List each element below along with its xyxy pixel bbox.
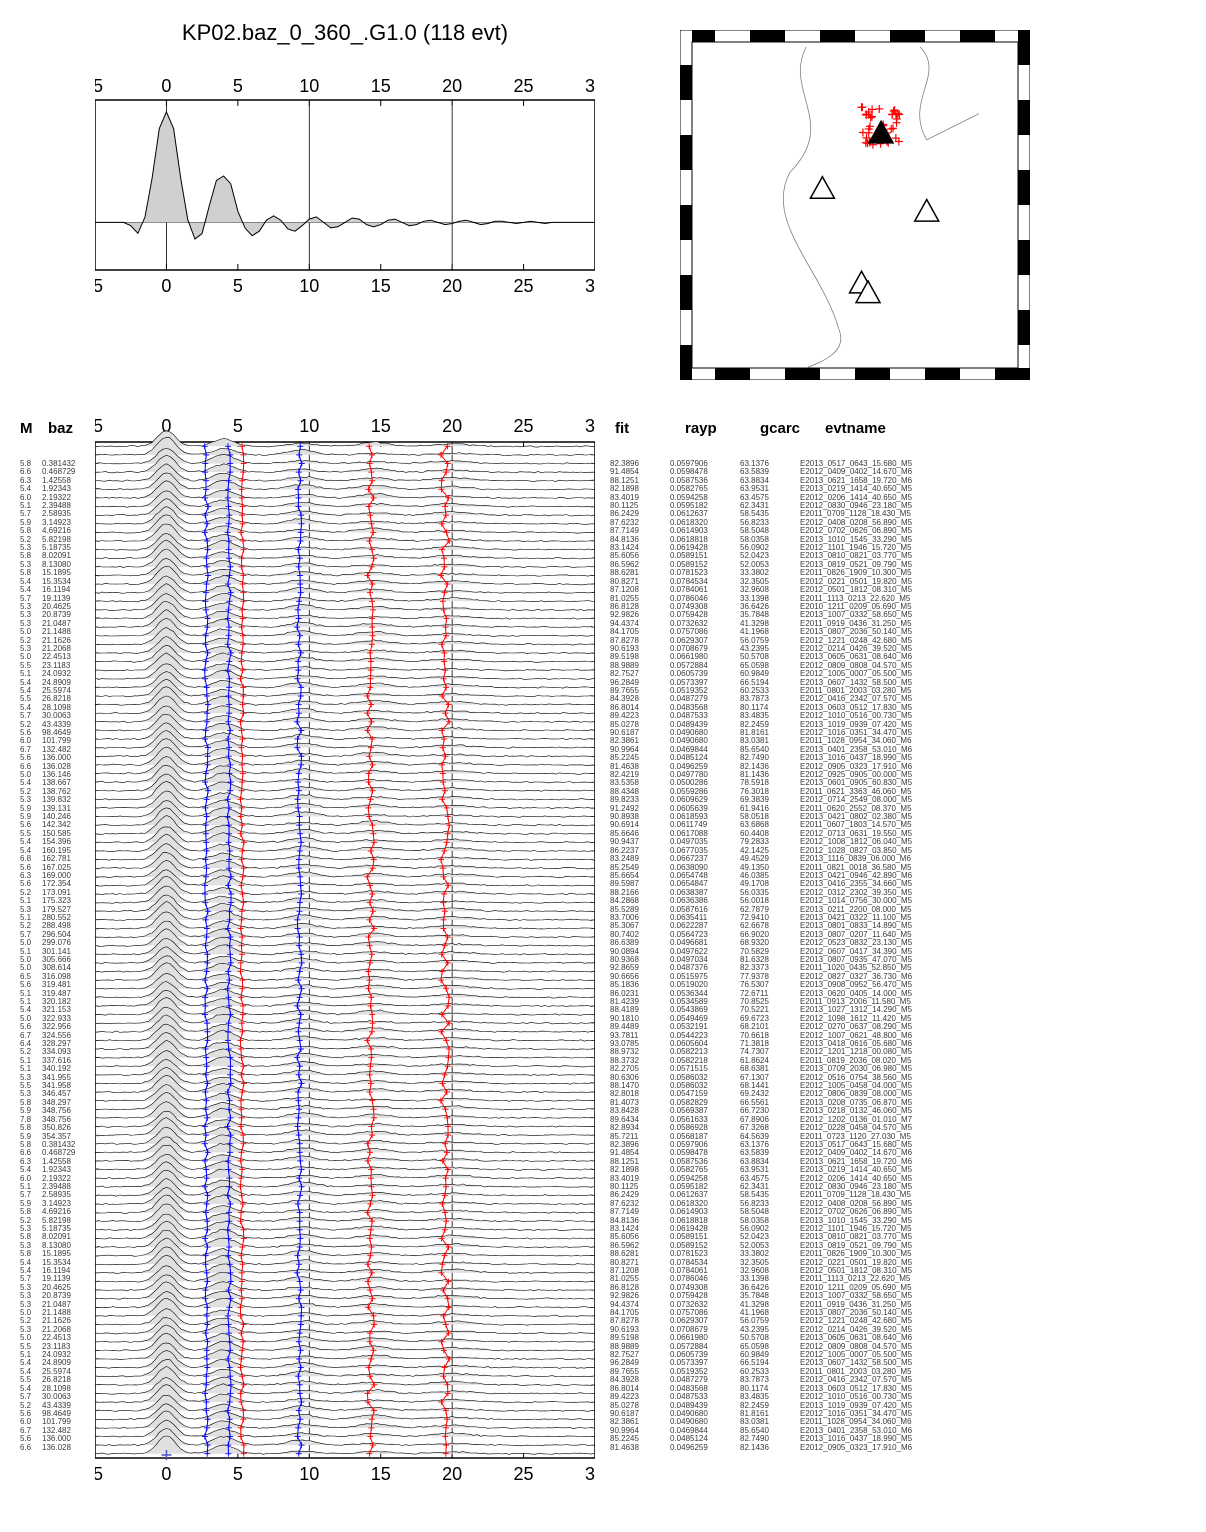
- plot-title: KP02.baz_0_360_.G1.0 (118 evt): [120, 20, 570, 46]
- svg-text:-5: -5: [95, 1464, 103, 1484]
- col-rayp: rayp: [685, 420, 717, 437]
- svg-text:0: 0: [161, 1464, 171, 1484]
- record-section-chart: -5-5005510101515202025253030: [95, 410, 595, 1490]
- svg-text:0: 0: [161, 276, 171, 296]
- col-evtname: evtname: [825, 420, 886, 437]
- svg-text:10: 10: [299, 1464, 319, 1484]
- svg-text:20: 20: [442, 76, 462, 96]
- svg-text:25: 25: [514, 416, 534, 436]
- table-row: 6.6136.028: [20, 1444, 95, 1452]
- svg-text:15: 15: [371, 416, 391, 436]
- svg-text:30: 30: [585, 76, 595, 96]
- svg-text:-5: -5: [95, 76, 103, 96]
- svg-text:30: 30: [585, 1464, 595, 1484]
- svg-text:10: 10: [299, 76, 319, 96]
- svg-text:5: 5: [233, 1464, 243, 1484]
- col-fit: fit: [615, 420, 629, 437]
- station-event-map: [680, 30, 1030, 380]
- svg-text:15: 15: [371, 76, 391, 96]
- svg-text:15: 15: [371, 276, 391, 296]
- left-data-table: 5.80.3814326.60.4687296.31.425585.41.923…: [20, 460, 95, 1452]
- svg-text:5: 5: [233, 76, 243, 96]
- svg-text:5: 5: [233, 276, 243, 296]
- svg-text:25: 25: [514, 276, 534, 296]
- table-row: 81.46380.049625982.1436E2012_0905_0323_1…: [610, 1444, 1120, 1452]
- svg-text:30: 30: [585, 276, 595, 296]
- col-gcarc: gcarc: [760, 420, 800, 437]
- svg-text:-5: -5: [95, 416, 103, 436]
- svg-text:20: 20: [442, 276, 462, 296]
- col-baz: baz: [48, 420, 73, 437]
- col-M: M: [20, 420, 33, 437]
- svg-text:5: 5: [233, 416, 243, 436]
- svg-text:15: 15: [371, 1464, 391, 1484]
- svg-text:20: 20: [442, 416, 462, 436]
- svg-text:30: 30: [585, 416, 595, 436]
- svg-text:25: 25: [514, 1464, 534, 1484]
- svg-text:10: 10: [299, 416, 319, 436]
- svg-text:25: 25: [514, 76, 534, 96]
- svg-text:10: 10: [299, 276, 319, 296]
- top-waveform-chart: -5 -5 0 0 5 5 10 10 15 15 20 20 25 25 30 30: [95, 70, 595, 310]
- svg-text:20: 20: [442, 1464, 462, 1484]
- svg-text:-5: -5: [95, 276, 103, 296]
- svg-text:0: 0: [161, 76, 171, 96]
- right-data-table: 82.38960.059790663.1376E2013_0517_0643_1…: [610, 460, 1120, 1452]
